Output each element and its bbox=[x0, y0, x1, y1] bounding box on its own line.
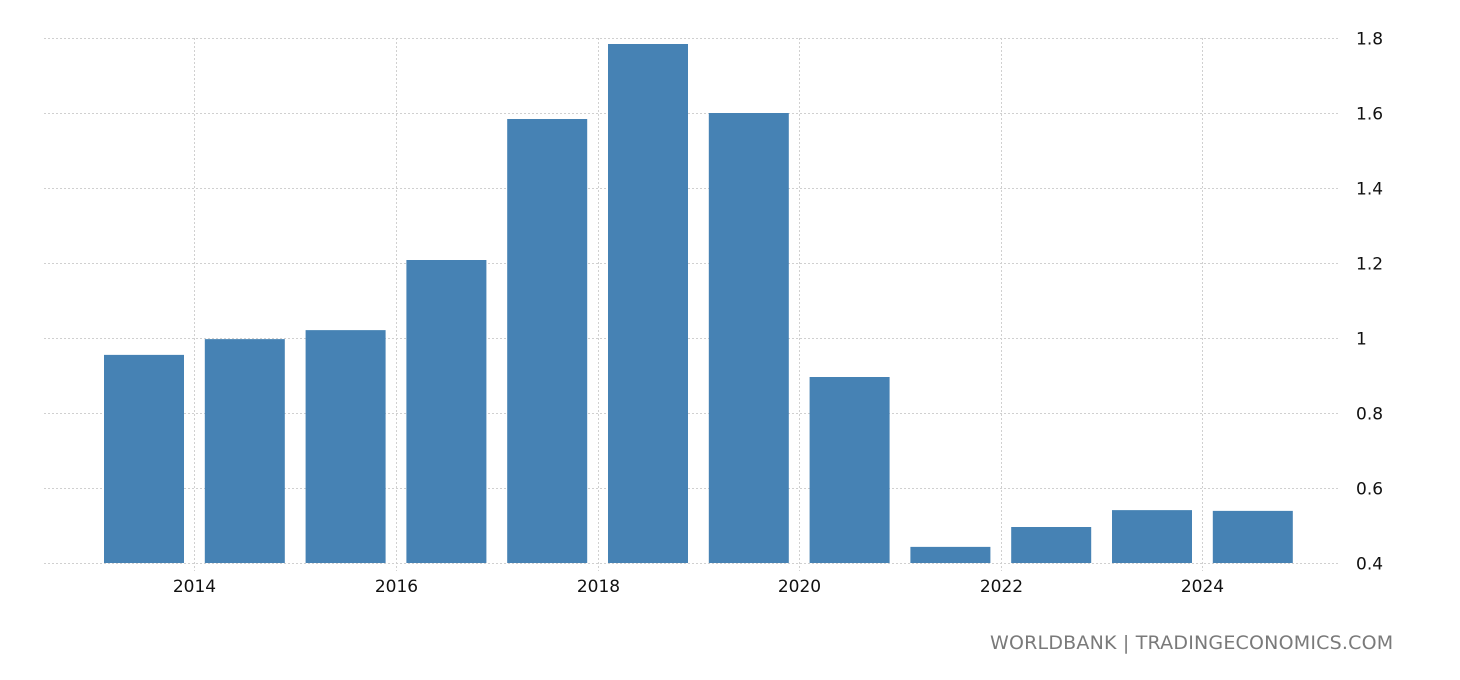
bar-2013 bbox=[104, 354, 184, 563]
x-tick-label: 2016 bbox=[375, 577, 418, 597]
y-tick-label: 1.2 bbox=[1356, 255, 1383, 275]
bar-2023 bbox=[1112, 510, 1192, 563]
vertical-gridlines bbox=[194, 38, 1203, 571]
bar-2022 bbox=[1011, 527, 1092, 563]
y-axis-labels: 0.4 0.6 0.8 1 1.2 1.4 1.6 1.8 bbox=[1356, 30, 1383, 575]
x-tick-label: 2018 bbox=[577, 577, 620, 597]
bar-2015 bbox=[305, 330, 386, 563]
x-tick-label: 2022 bbox=[980, 577, 1023, 597]
bar-series bbox=[104, 44, 1293, 563]
y-tick-label: 0.4 bbox=[1356, 555, 1383, 575]
y-tick-label: 0.8 bbox=[1356, 405, 1383, 425]
bar-2021 bbox=[910, 546, 991, 563]
bar-2014 bbox=[204, 339, 285, 563]
bar-2024 bbox=[1212, 510, 1293, 563]
bar-2016 bbox=[406, 260, 487, 563]
bar-2018 bbox=[608, 44, 688, 563]
y-tick-label: 1.4 bbox=[1356, 180, 1383, 200]
source-attribution: WORLDBANK | TRADINGECONOMICS.COM bbox=[990, 632, 1394, 654]
y-tick-label: 0.6 bbox=[1356, 480, 1383, 500]
y-tick-label: 1 bbox=[1356, 330, 1367, 350]
x-tick-label: 2020 bbox=[778, 577, 821, 597]
y-tick-label: 1.6 bbox=[1356, 105, 1383, 125]
y-tick-label: 1.8 bbox=[1356, 30, 1383, 50]
bar-2017 bbox=[507, 119, 588, 563]
bar-2019 bbox=[708, 113, 789, 563]
x-axis-labels: 2014 2016 2018 2020 2022 2024 bbox=[173, 577, 1224, 597]
bar-2020 bbox=[809, 377, 890, 563]
x-tick-label: 2024 bbox=[1181, 577, 1224, 597]
x-tick-label: 2014 bbox=[173, 577, 216, 597]
